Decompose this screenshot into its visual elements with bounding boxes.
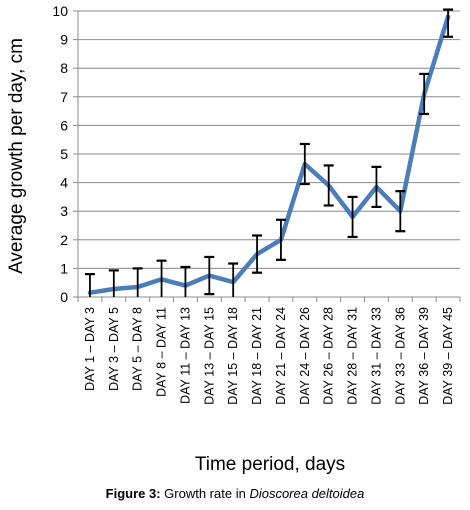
y-tick-labels: 0 1 2 3 4 5 6 7 8 9 10	[52, 3, 68, 305]
caption-text: Growth rate in	[160, 486, 250, 501]
y-tick-10: 10	[52, 3, 68, 19]
x-axis-title: Time period, days	[195, 454, 345, 475]
y-tick-3: 3	[60, 203, 68, 219]
x-tick-16: DAY 39 – DAY 45	[441, 307, 455, 405]
error-bar-5	[180, 265, 191, 297]
error-bar-4	[156, 259, 167, 297]
error-bar-2	[108, 269, 119, 297]
error-bar-14	[395, 190, 406, 233]
figure-caption: Figure 3: Growth rate in Dioscorea delto…	[0, 486, 470, 501]
error-bars	[84, 8, 454, 297]
x-tick-10: DAY 24 – DAY 26	[298, 307, 312, 405]
error-bar-11	[323, 164, 334, 207]
x-tick-3: DAY 5 – DAY 8	[131, 307, 145, 391]
x-tick-11: DAY 26 – DAY 28	[322, 307, 336, 405]
x-tick-14: DAY 33 – DAY 36	[393, 307, 407, 405]
y-tick-2: 2	[60, 232, 68, 248]
error-bar-3	[132, 267, 143, 297]
x-tick-4: DAY 8 – DAY 11	[155, 307, 169, 397]
x-tick-2: DAY 3 – DAY 5	[107, 307, 121, 391]
series-layer	[87, 14, 451, 295]
error-bar-6	[204, 255, 215, 296]
y-tick-0: 0	[60, 289, 68, 305]
error-bar-7	[228, 262, 239, 297]
y-axis-title: Average growth per day, cm	[6, 38, 27, 274]
series-line	[87, 14, 451, 295]
x-tick-6: DAY 13 – DAY 15	[202, 307, 216, 405]
y-tick-1: 1	[60, 260, 68, 276]
error-bar-13	[371, 165, 382, 209]
x-tick-labels: DAY 1 – DAY 3 DAY 3 – DAY 5 DAY 5 – DAY 8 D…	[83, 307, 455, 405]
figure-label: Figure 3:	[105, 486, 161, 501]
y-tick-6: 6	[60, 117, 68, 133]
x-tick-13: DAY 31 – DAY 33	[369, 307, 383, 405]
y-tick-8: 8	[60, 60, 68, 76]
x-tick-7: DAY 15 – DAY 18	[226, 307, 240, 405]
y-tick-7: 7	[60, 89, 68, 105]
error-bar-9	[275, 218, 286, 261]
error-bar-16	[443, 8, 454, 38]
y-tick-5: 5	[60, 146, 68, 162]
error-bar-8	[252, 234, 263, 274]
x-tick-9: DAY 21 – DAY 24	[274, 307, 288, 405]
error-bar-12	[347, 195, 358, 239]
error-bar-1	[84, 273, 95, 297]
x-tick-12: DAY 28 – DAY 31	[346, 307, 360, 405]
x-tick-15: DAY 36 – DAY 39	[417, 307, 431, 405]
axes	[73, 10, 461, 302]
error-bar-10	[299, 142, 310, 186]
error-bar-15	[419, 72, 430, 116]
x-tick-8: DAY 18 – DAY 21	[250, 307, 264, 405]
y-tick-9: 9	[60, 32, 68, 48]
x-tick-5: DAY 11 – DAY 13	[178, 307, 192, 404]
y-tick-4: 4	[60, 175, 68, 191]
grid-lines	[78, 10, 460, 269]
x-tick-1: DAY 1 – DAY 3	[83, 307, 97, 391]
species-name: Dioscorea deltoidea	[249, 486, 365, 501]
